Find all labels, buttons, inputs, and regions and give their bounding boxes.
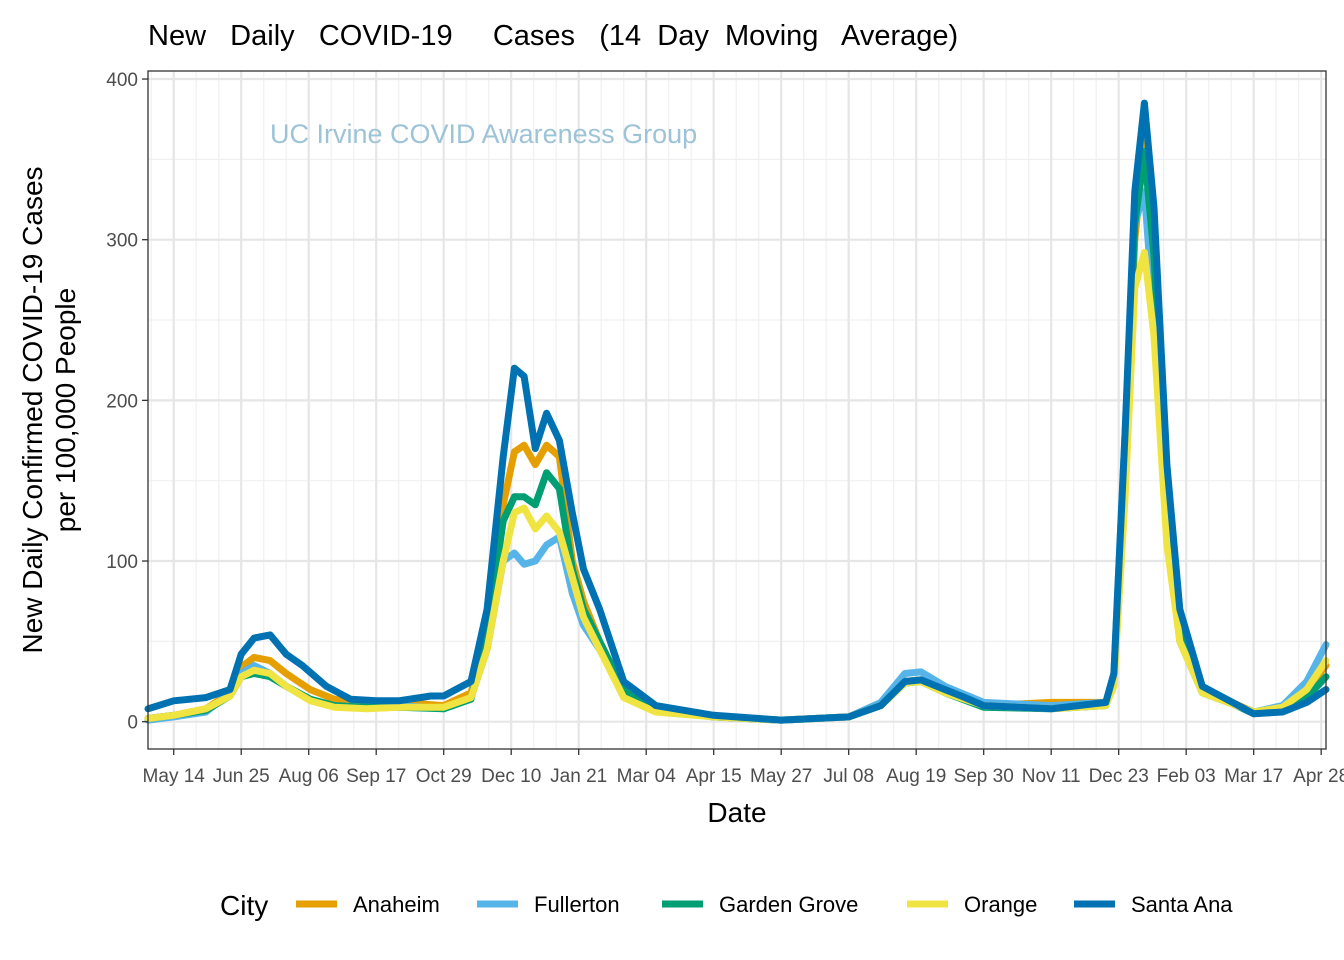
x-tick-label: Aug 06 — [279, 766, 339, 787]
x-tick-label: Mar 17 — [1224, 766, 1283, 787]
legend-label-fullerton: Fullerton — [534, 892, 620, 917]
x-tick-label: Dec 23 — [1089, 766, 1149, 787]
x-tick-label: Feb 03 — [1157, 766, 1216, 787]
legend: City Anaheim Fullerton Garden Grove Orange S… — [220, 890, 1233, 921]
plot-border — [147, 70, 1327, 750]
grid-minor-lines — [148, 71, 1326, 749]
x-tick-label: Aug 19 — [886, 766, 946, 787]
legend-label-santa-ana: Santa Ana — [1131, 892, 1233, 917]
y-tick-label: 200 — [106, 391, 138, 412]
legend-label-garden-grove: Garden Grove — [719, 892, 858, 917]
y-axis-title-line-2: per 100,000 People — [50, 288, 81, 532]
y-axis: 0 100 200 300 400 — [106, 70, 148, 734]
watermark-text: UC Irvine COVID Awareness Group — [270, 119, 697, 149]
legend-label-anaheim: Anaheim — [353, 892, 440, 917]
x-tick-label: Jul 08 — [823, 766, 874, 787]
y-tick-label: 100 — [106, 552, 138, 573]
x-tick-label: Apr 15 — [686, 766, 742, 787]
x-tick-label: Mar 04 — [617, 766, 677, 787]
x-tick-label: Sep 30 — [954, 766, 1014, 787]
series-lines — [144, 99, 1330, 724]
chart-title: New Daily COVID-19 Cases (14 Day Moving … — [148, 20, 958, 52]
x-tick-label: May 14 — [143, 766, 206, 787]
y-axis-title-line-1: New Daily Confirmed COVID-19 Cases — [17, 166, 48, 653]
y-tick-label: 0 — [127, 713, 138, 734]
x-tick-label: Jun 25 — [213, 766, 270, 787]
legend-title: City — [220, 890, 268, 921]
x-tick-label: Oct 29 — [416, 766, 472, 787]
x-tick-label: Nov 11 — [1022, 766, 1081, 787]
x-axis-title: Date — [707, 797, 766, 828]
y-axis-title: New Daily Confirmed COVID-19 Cases per 1… — [17, 166, 81, 653]
plot-panel: UC Irvine COVID Awareness Group — [144, 70, 1330, 750]
series-line-orange — [144, 249, 1330, 724]
x-tick-label: Apr 28 — [1293, 766, 1344, 787]
x-tick-label: May 27 — [750, 766, 812, 787]
x-tick-label: Jan 21 — [550, 766, 607, 787]
x-axis: May 14 Jun 25 Aug 06 Sep 17 Oct 29 Dec 10 Jan … — [143, 749, 1344, 787]
x-tick-label: Sep 17 — [346, 766, 406, 787]
series-line-santa-ana — [144, 99, 1330, 724]
legend-label-orange: Orange — [964, 892, 1037, 917]
y-tick-label: 400 — [106, 70, 138, 91]
y-tick-label: 300 — [106, 231, 138, 252]
x-tick-label: Dec 10 — [481, 766, 541, 787]
